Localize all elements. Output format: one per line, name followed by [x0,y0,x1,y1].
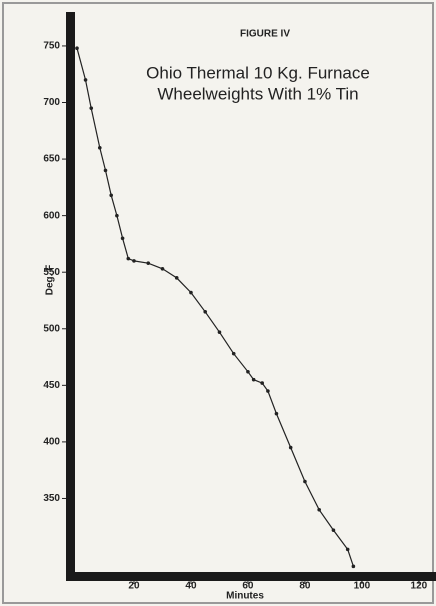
point [317,507,321,512]
point [274,411,279,416]
subtitle: Ohio Thermal 10 Kg. Furnace [146,63,370,82]
x-tick-label: 80 [299,581,311,592]
x-tick-label: 120 [411,581,428,592]
x-tick-label: 60 [242,581,254,592]
chart-title: FIGURE IV [240,29,290,40]
point [103,168,108,173]
y-tick-label: 450 [43,380,60,391]
y-axis [66,12,75,580]
point [75,46,79,51]
point [260,381,264,385]
x-tick-label: 20 [128,581,140,592]
y-tick-label: 700 [43,97,60,108]
y-tick-label: 650 [43,154,60,165]
point [266,389,270,393]
y-tick-label: 600 [43,210,60,221]
x-tick-label: 40 [185,581,197,592]
y-tick-label: 350 [43,493,60,504]
x-axis [66,572,436,581]
point [83,78,88,82]
point [89,106,94,110]
y-tick-label: 500 [43,323,60,334]
point [115,213,119,218]
point [288,445,293,450]
point [132,259,136,263]
point [351,564,356,569]
y-tick-label: 550 [43,267,60,278]
point [174,276,179,280]
point [120,236,125,241]
point [331,528,336,532]
y-axis-label: Deg. F [45,265,56,296]
point [109,193,113,198]
x-tick-label: 100 [354,581,371,592]
point [251,377,256,382]
point [203,309,208,314]
point [126,256,131,261]
line [76,48,354,567]
point [345,547,350,552]
point [146,261,151,265]
point [217,330,222,334]
point [246,369,250,374]
y-tick-label: 750 [43,41,60,52]
subtitle: Wheelweights With 1% Tin [157,84,358,103]
point [303,479,307,484]
point [160,267,165,271]
point [231,351,236,356]
x-axis-label: Minutes [226,591,264,602]
point [97,145,102,150]
point [189,290,193,295]
y-tick-label: 400 [43,437,60,448]
